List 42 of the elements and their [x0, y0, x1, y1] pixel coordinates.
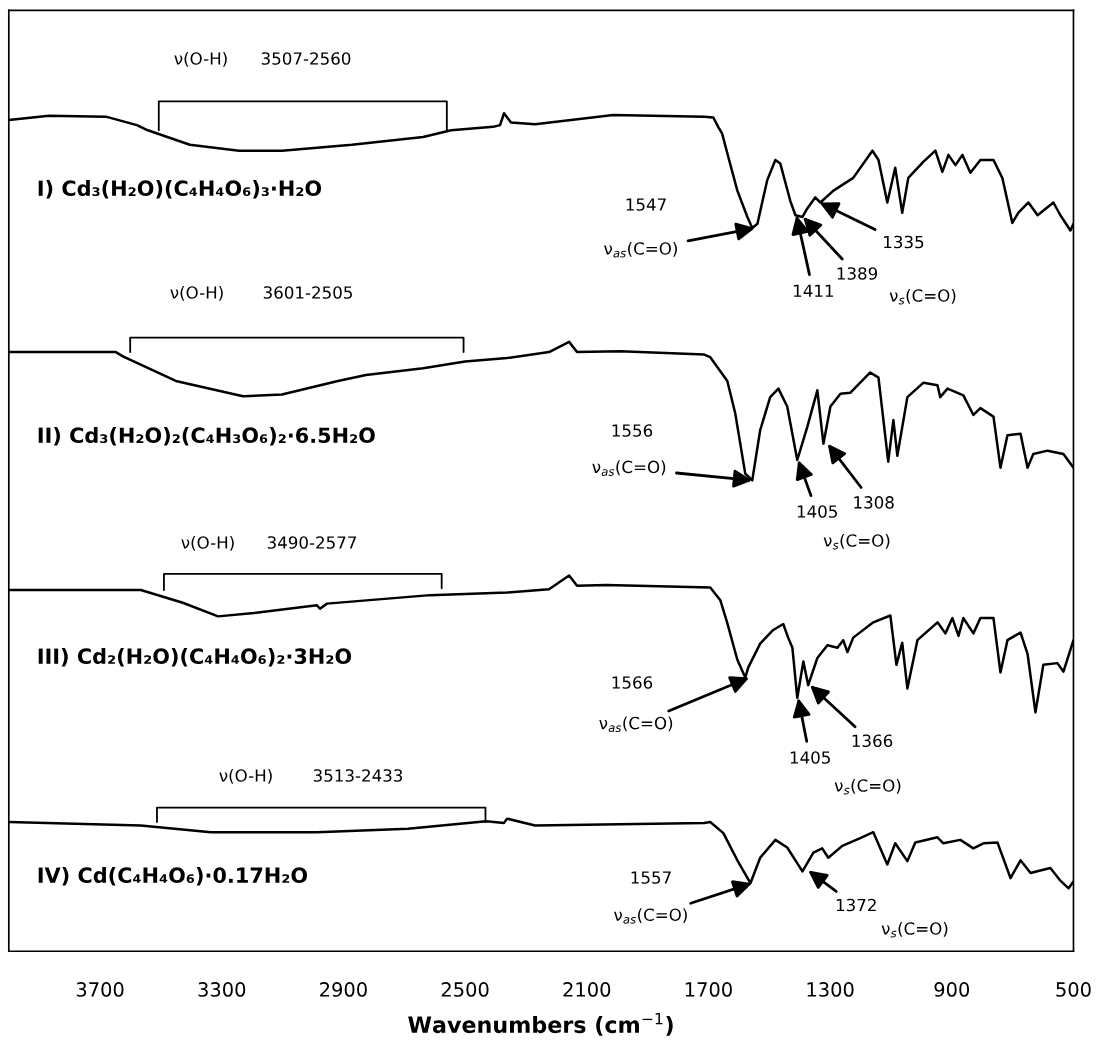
annotation: 1308	[854, 496, 894, 509]
x-tick-label: 1300	[807, 982, 854, 997]
annotation: ν$_{as}$(C=O)	[604, 241, 677, 258]
annotation: ν$_{as}$(C=O)	[592, 460, 666, 476]
x-tick-label: 3700	[76, 982, 124, 997]
annotation: ν(O-H)	[170, 285, 223, 301]
x-tick-label: 2900	[320, 982, 367, 997]
annotation: ν(O-H)	[219, 768, 272, 784]
annotation: 1405	[797, 505, 837, 518]
x-tick-label: 2100	[563, 982, 611, 997]
annotation: 1557	[631, 871, 671, 884]
annotation: 3601-2505	[263, 286, 352, 299]
series-label: IV) Cd(C₄H₄O₆)·0.17H₂O	[38, 866, 308, 886]
x-tick-label: 3300	[198, 982, 246, 997]
annotation: 1556	[612, 424, 653, 437]
annotation: ν(O-H)	[181, 535, 234, 551]
text: II) Cd₃(H₂O)₂(C₄H₃O₆)₂·6.5H₂O	[38, 426, 375, 446]
annotation: 1366	[852, 734, 893, 748]
annotation: ν$_{s}$(C=O)	[889, 288, 956, 305]
x-tick-label: 1700	[685, 982, 732, 997]
text: ν(O-H)	[174, 51, 227, 67]
annotation: 1372	[836, 898, 876, 912]
x-tick-label: 900	[934, 982, 970, 997]
annotation: 1411	[793, 284, 834, 297]
annotation: 1405	[790, 751, 830, 764]
annotation: 3513-2433	[313, 769, 403, 782]
x-tick-label: 500	[1056, 982, 1091, 997]
annotation: ν$_{as}$(C=O)	[614, 908, 687, 924]
series-label: I) Cd₃(H₂O)(C₄H₄O₆)₃·H₂O	[38, 179, 322, 199]
annotation: ν$_{s}$(C=O)	[881, 921, 948, 938]
x-tick-label: 2500	[441, 982, 489, 997]
x-axis-title: Wavenumbers (cm$^{−1}$)	[408, 1012, 673, 1036]
annotation: 3490-2577	[267, 536, 356, 549]
annotation: 1335	[884, 235, 924, 249]
text: 3507-2560	[261, 52, 351, 65]
annotation: ν$_{s}$(C=O)	[834, 778, 901, 795]
annotation: 1566	[612, 676, 653, 689]
text: III) Cd₂(H₂O)(C₄H₄O₆)₂·3H₂O	[38, 647, 352, 667]
annotation: ν$_{s}$(C=O)	[823, 533, 890, 550]
annotation: ν$_{as}$(C=O)	[599, 716, 673, 733]
annotation: 1547	[626, 198, 666, 211]
annotation: 1389	[837, 267, 878, 280]
